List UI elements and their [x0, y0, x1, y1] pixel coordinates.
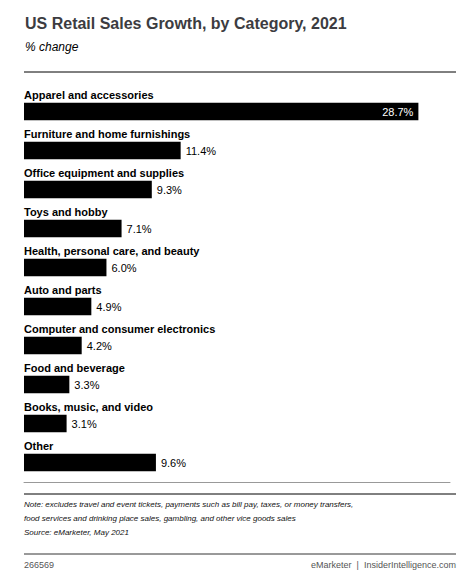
svg-text:Other: Other — [24, 440, 54, 452]
svg-text:Furniture and home furnishings: Furniture and home furnishings — [24, 128, 190, 140]
svg-text:Food and beverage: Food and beverage — [24, 362, 125, 374]
svg-text:9.3%: 9.3% — [157, 184, 182, 196]
svg-text:Note: excludes travel and even: Note: excludes travel and event tickets,… — [24, 500, 353, 509]
svg-text:eMarketer | InsiderIntellige: eMarketer | InsiderIntelligence.com — [311, 560, 456, 570]
svg-text:Health, personal care, and bea: Health, personal care, and beauty — [24, 245, 200, 257]
svg-text:11.4%: 11.4% — [186, 145, 217, 157]
svg-text:Auto and parts: Auto and parts — [24, 284, 102, 296]
svg-text:Computer and consumer electron: Computer and consumer electronics — [24, 323, 215, 335]
svg-text:% change: % change — [25, 40, 79, 54]
svg-text:Source: eMarketer, May 2021: Source: eMarketer, May 2021 — [24, 528, 129, 537]
svg-text:US Retail Sales Growth, by Cat: US Retail Sales Growth, by Category, 202… — [25, 15, 347, 32]
svg-text:4.9%: 4.9% — [96, 301, 121, 313]
svg-text:3.1%: 3.1% — [72, 418, 97, 430]
svg-text:28.7%: 28.7% — [382, 106, 413, 118]
svg-text:Office equipment and supplies: Office equipment and supplies — [24, 167, 184, 179]
svg-text:9.6%: 9.6% — [161, 457, 186, 469]
svg-text:Books, music, and video: Books, music, and video — [24, 401, 153, 413]
svg-text:4.2%: 4.2% — [87, 340, 112, 352]
svg-text:Apparel and accessories: Apparel and accessories — [24, 89, 154, 101]
svg-text:7.1%: 7.1% — [127, 223, 152, 235]
svg-text:food services and drinking pla: food services and drinking place sales, … — [24, 514, 296, 523]
svg-text:6.0%: 6.0% — [111, 262, 136, 274]
svg-text:266569: 266569 — [24, 560, 54, 570]
svg-text:Toys and hobby: Toys and hobby — [24, 206, 108, 218]
svg-text:3.3%: 3.3% — [74, 379, 99, 391]
